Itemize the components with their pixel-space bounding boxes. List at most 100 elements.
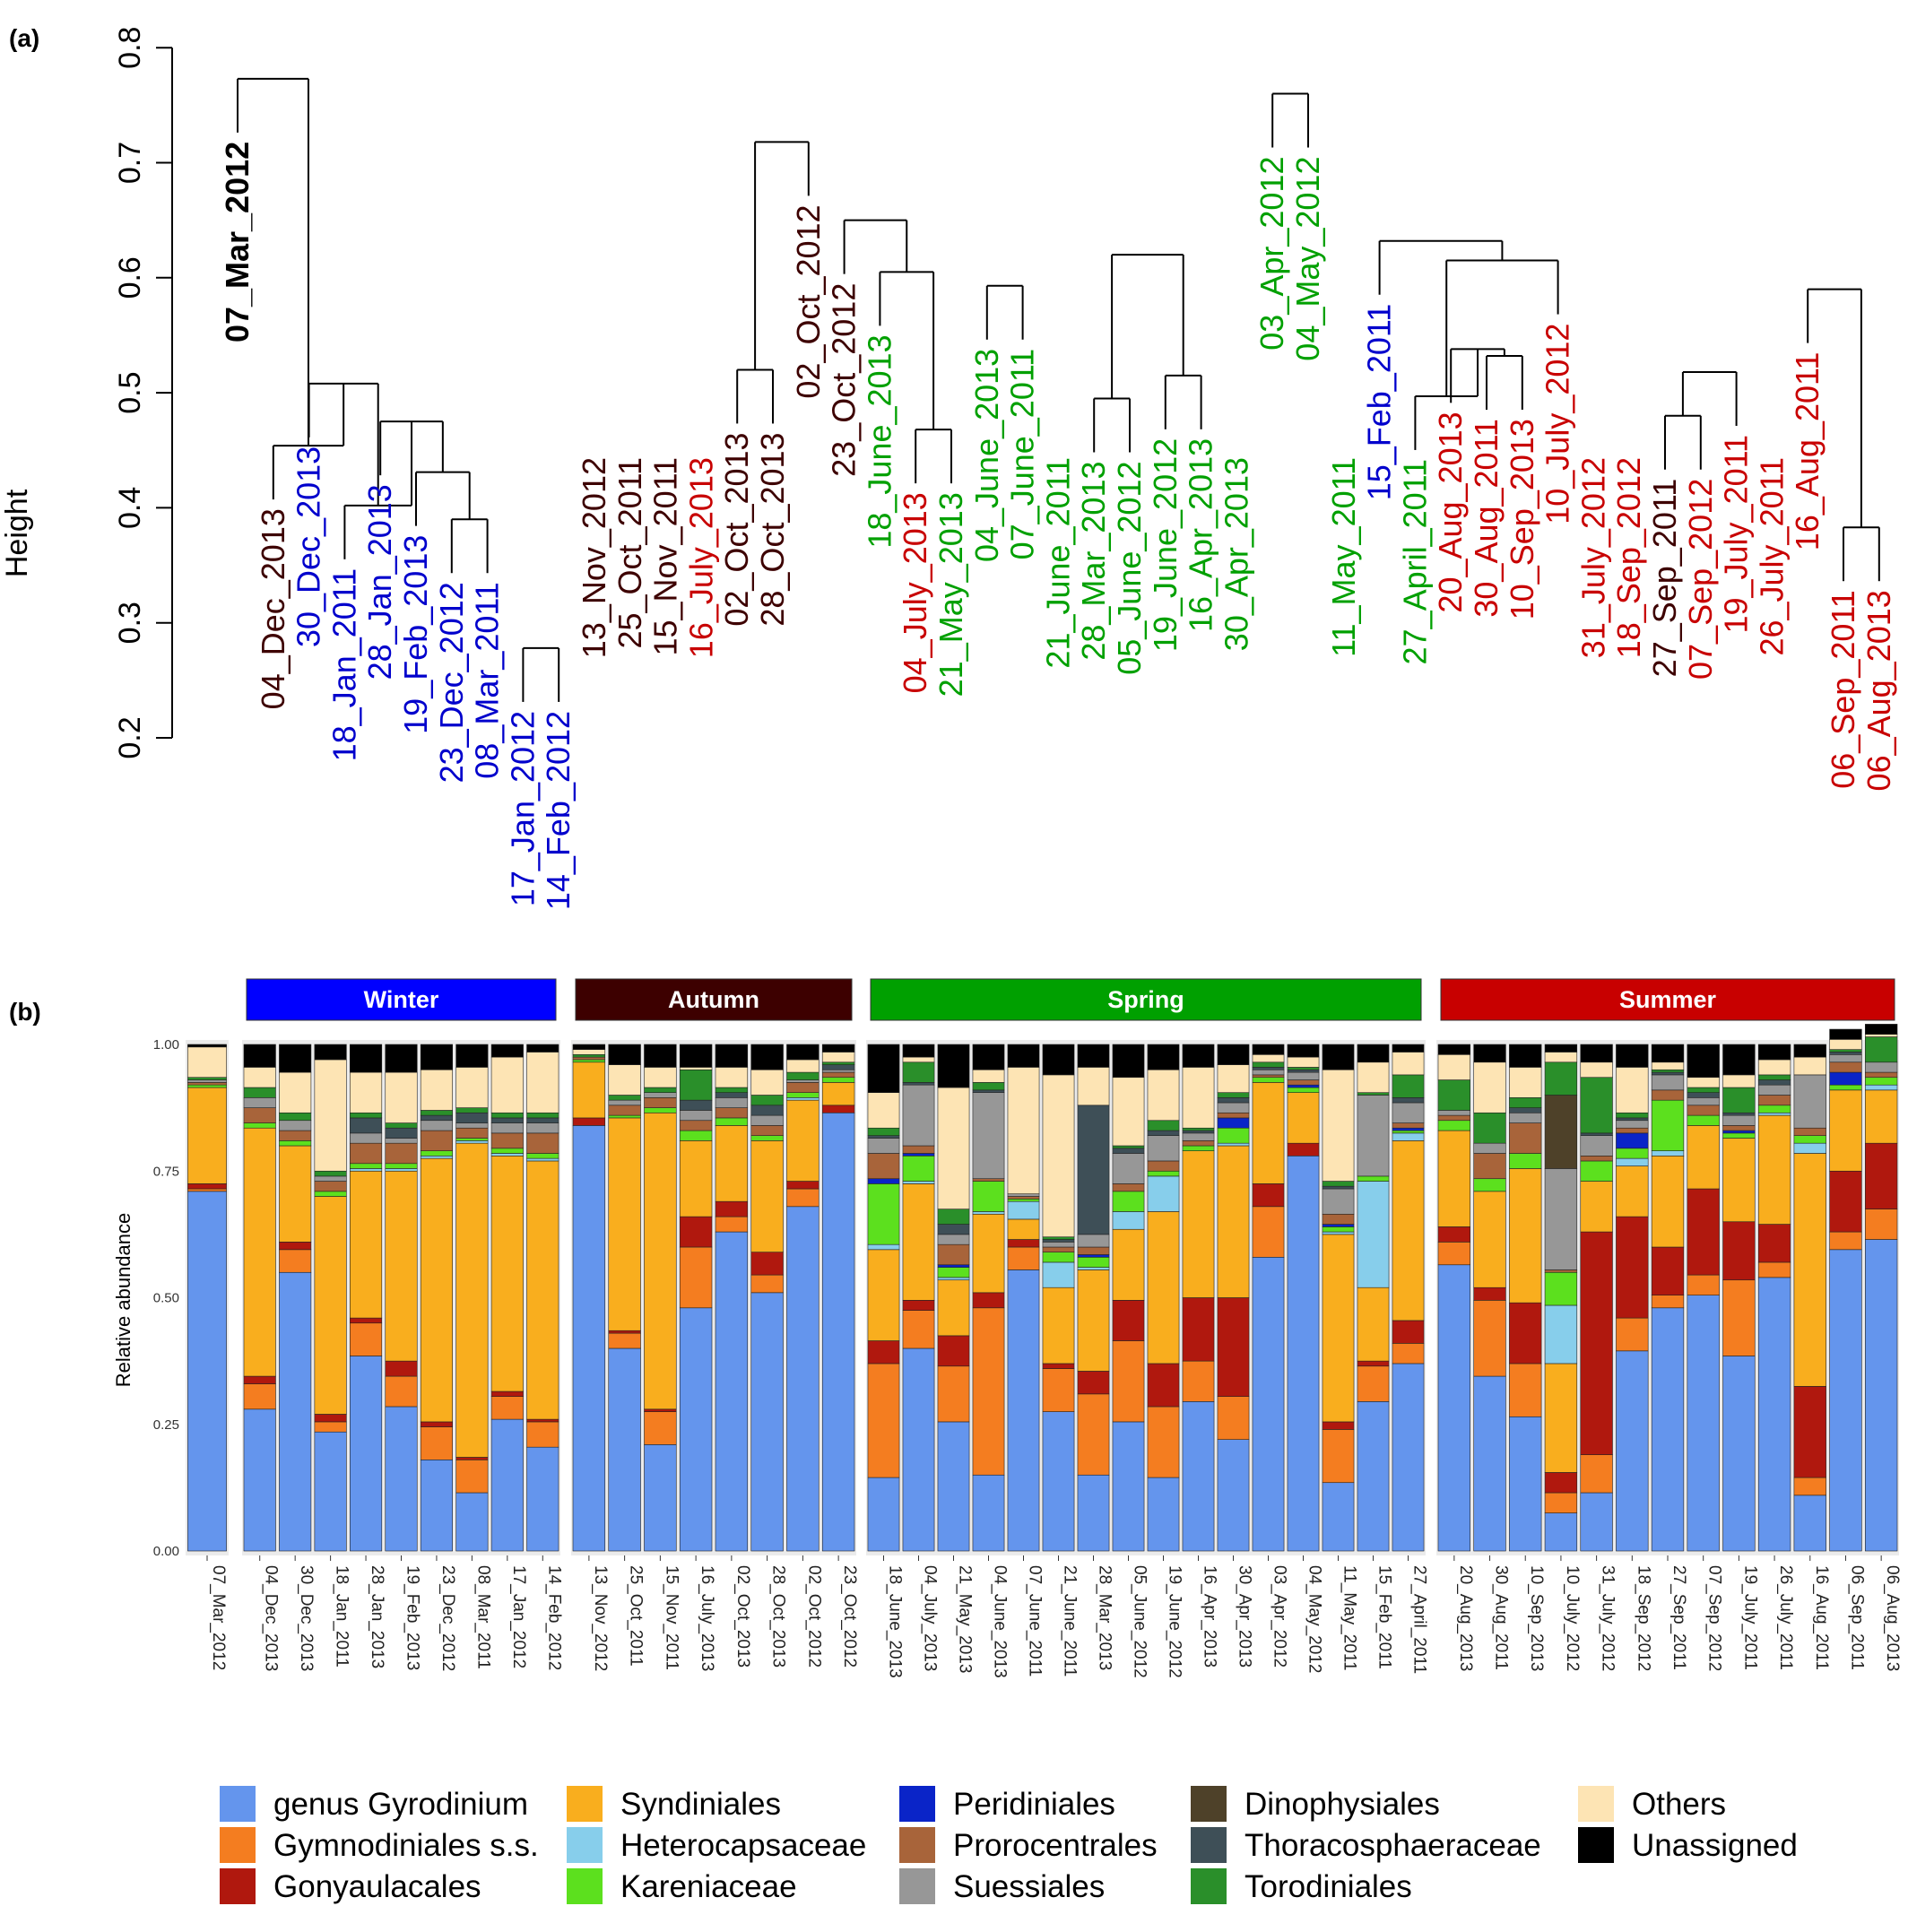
bar-segment [1322,1185,1355,1190]
bar-segment [972,1211,1005,1215]
facet-strip [1440,978,1895,1021]
bar-segment [1357,1061,1390,1093]
bar-segment [572,1061,606,1119]
bar-segment [1864,1077,1898,1086]
bar-segment [1793,1153,1826,1387]
bar-segment [972,1044,1005,1070]
bar-segment [715,1044,749,1068]
bar-segment [1147,1175,1180,1212]
bar-segment [786,1188,820,1208]
x-tick-label: 23_Oct_2012 [840,1565,859,1668]
bar-segment [902,1181,935,1184]
bar-segment [1722,1132,1756,1139]
bar-segment [455,1112,489,1123]
bar-segment [1473,1112,1506,1144]
bar-segment [1793,1477,1826,1496]
bar-segment [715,1087,749,1093]
bar-segment [821,1071,855,1079]
bar-segment [715,1125,749,1202]
legend-swatch [899,1868,935,1904]
x-tick-label: 13_Nov_2012 [591,1565,610,1671]
bar-segment [972,1474,1005,1552]
bar-segment [821,1105,855,1113]
x-tick-label: 04_July_2013 [921,1565,940,1671]
bar-segment [1473,1375,1506,1552]
bar-segment [350,1163,383,1169]
legend-label: Kareniaceae [620,1869,797,1904]
bar-segment [1147,1363,1180,1408]
bar-segment [750,1105,784,1116]
bar-segment [679,1246,713,1309]
bar-segment [350,1142,383,1165]
bar-segment [1616,1165,1649,1217]
bar-segment [526,1122,559,1134]
y-tick-label: 0.2 [113,716,147,758]
facet-strip [870,978,1422,1021]
bar-segment [1616,1127,1649,1134]
bar-segment [1112,1300,1145,1341]
bar-segment [1616,1044,1649,1068]
bar-segment [1007,1196,1040,1200]
bar-segment [902,1145,935,1154]
bar-segment [1651,1099,1685,1151]
bar-segment [1287,1092,1320,1144]
bar-segment [902,1056,935,1063]
bar-segment [1687,1295,1720,1552]
bar-segment [786,1044,820,1061]
bar-segment [1077,1044,1110,1068]
bar-segment [679,1140,713,1217]
bar-segment [679,1069,713,1101]
bar-segment [490,1148,524,1154]
bar-segment [1829,1054,1862,1063]
bar-segment [1252,1054,1285,1063]
bar-segment [455,1492,489,1552]
leaf-label: 23_Dec_2012 [433,582,470,783]
leaf-label: 15_Nov_2011 [647,457,684,656]
facet-strip [246,978,557,1021]
bar-segment [455,1044,489,1068]
bar-segment [1829,1084,1862,1091]
bar-segment [1112,1183,1145,1192]
bar-segment [937,1264,970,1268]
bar-segment [1217,1145,1250,1298]
bar-segment [1357,1401,1390,1552]
bar-segment [1287,1142,1320,1157]
bar-segment [1651,1074,1685,1091]
bar-segment [420,1120,453,1131]
panel-a-label: (a) [9,24,39,52]
bar-segment [187,1077,227,1080]
x-tick-label: 16_Aug_2011 [1812,1565,1831,1670]
bar-segment [1252,1077,1285,1083]
bar-segment [1182,1130,1215,1134]
bar-segment [1077,1246,1110,1255]
bar-segment [1392,1343,1425,1365]
legend-swatch [567,1868,603,1904]
bar-segment [1112,1340,1145,1423]
x-tick-label: 05_June_2012 [1131,1565,1149,1678]
bar-segment [1147,1477,1180,1552]
dendrogram-y-axis-label: Height [0,489,34,577]
bar-segment [420,1156,453,1159]
bar-segment [385,1360,418,1377]
bar-segment [572,1059,606,1063]
bar-segment [1437,1130,1471,1227]
bar-segment [1829,1071,1862,1086]
x-tick-label: 16_July_2013 [698,1565,716,1671]
bar-segment [1616,1350,1649,1552]
bar-segment [1007,1200,1040,1220]
bar-segment [750,1125,784,1137]
bar-segment [1509,1363,1542,1417]
legend-label: Gonyaulacales [273,1869,481,1904]
leaf-label: 17_Jan_2012 [504,711,541,906]
bar-segment [1252,1044,1285,1055]
bar-segment [420,1130,453,1151]
legend-swatch [899,1827,935,1863]
bar-segment [867,1138,900,1154]
bar-segment [490,1112,524,1119]
bar-segment [420,1150,453,1157]
bar-segment [350,1071,383,1113]
bar-segment [750,1274,784,1294]
bar-segment [867,1153,900,1180]
bar-segment [1042,1411,1075,1552]
facet-strip [575,978,853,1021]
